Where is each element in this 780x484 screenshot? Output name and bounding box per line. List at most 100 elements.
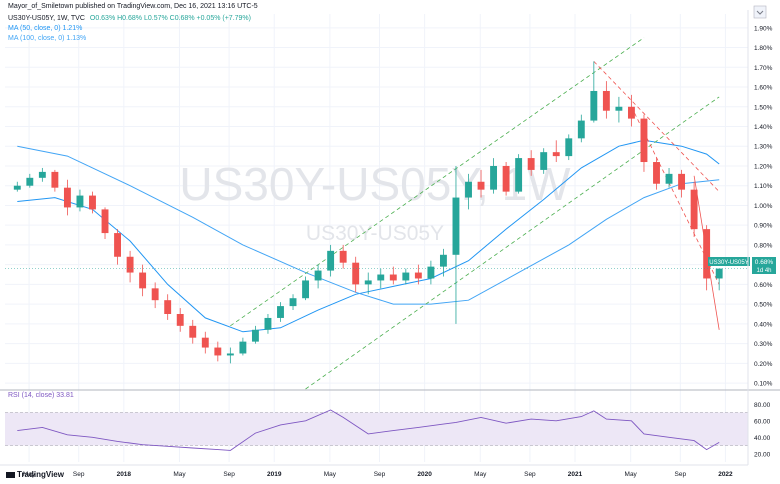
candle-body xyxy=(239,341,247,354)
candle-body xyxy=(189,325,197,338)
price-axis: 1.90% 1.80% 1.70% 1.60% 1.50% 1.40% 1.30% 1.20%… xyxy=(754,25,773,387)
candle-body xyxy=(427,266,435,279)
tradingview-icon xyxy=(6,471,15,478)
symbol-watermark-small: US30Y-US05Y xyxy=(306,222,444,245)
candle-body xyxy=(13,185,21,190)
price-tag: US30Y-US05Y 0.68% 1d 4h xyxy=(708,257,776,274)
price-tick-label: 1.50% xyxy=(754,104,773,111)
time-tick-label: May xyxy=(173,471,186,478)
tradingview-brand: TradingView xyxy=(17,470,64,479)
candle-body xyxy=(101,209,109,234)
rsi-band-fill xyxy=(5,412,748,446)
symbol-legend: US30Y-US05Y, 1W, TVC O0.63% H0.68% L0.57… xyxy=(8,15,251,22)
candle-body xyxy=(653,162,660,184)
price-tick-label: 1.10% xyxy=(754,183,773,190)
time-tick-label: May xyxy=(324,471,337,478)
candle-body xyxy=(226,353,234,356)
candle-body xyxy=(126,256,134,273)
time-tick-label: Sep xyxy=(524,471,536,478)
candle-body xyxy=(602,90,610,111)
rsi-tick-label: 80.00 xyxy=(754,402,771,409)
candle-body xyxy=(552,152,560,157)
candle-body xyxy=(38,171,46,178)
price-tick-label: 0.90% xyxy=(754,223,773,230)
candle-body xyxy=(176,314,184,326)
red-channel-upper xyxy=(593,61,720,192)
rsi-tick-label: 60.00 xyxy=(754,418,771,425)
candle-body xyxy=(703,229,711,279)
candle-body xyxy=(151,288,159,301)
candle-body xyxy=(264,317,272,330)
candle-body xyxy=(540,152,548,170)
time-tick-label: Sep xyxy=(675,471,687,478)
red-channel-lower xyxy=(631,106,720,285)
moving-averages xyxy=(17,139,720,333)
green-channel-upper xyxy=(230,37,645,327)
price-tag-value: 0.68% xyxy=(755,259,774,266)
candle-body xyxy=(201,337,209,348)
price-tick-label: 1.30% xyxy=(754,144,773,151)
ohlc-values: O0.63% H0.68% L0.57% C0.68% +0.05% (+7.7… xyxy=(89,15,251,22)
candle-body xyxy=(490,165,498,190)
rsi-band xyxy=(5,412,748,446)
settings-icon[interactable] xyxy=(753,5,767,19)
candle-body xyxy=(377,274,385,281)
tradingview-logo[interactable]: TradingView xyxy=(6,470,64,479)
price-tick-label: 0.50% xyxy=(754,302,773,309)
symbol-watermark: US30Y-US05Y, 1W xyxy=(179,158,571,210)
candle-body xyxy=(302,280,310,299)
candle-body xyxy=(327,250,335,271)
price-tick-label: 1.20% xyxy=(754,163,773,170)
candle-body xyxy=(678,173,686,190)
price-tag-countdown: 1d 4h xyxy=(756,268,771,274)
rsi-tick-label: 40.00 xyxy=(754,435,771,442)
candle-body xyxy=(439,254,447,267)
candle-body xyxy=(665,173,673,184)
time-tick-label: 2022 xyxy=(718,471,733,478)
time-tick-label: Sep xyxy=(374,471,386,478)
candle-body xyxy=(690,189,698,230)
candle-body xyxy=(452,197,460,255)
candle-body xyxy=(477,181,485,190)
candle-body xyxy=(214,347,222,356)
candle-body xyxy=(627,106,635,119)
candles xyxy=(5,61,748,364)
candle-body xyxy=(76,195,84,208)
price-tick-label: 1.90% xyxy=(754,25,773,32)
candle-body xyxy=(352,262,360,285)
ticker-label: US30Y-US05Y, 1W, TVC xyxy=(8,15,85,22)
time-tick-label: 2019 xyxy=(267,471,282,478)
candle-body xyxy=(590,90,598,121)
chart-grid xyxy=(5,14,748,462)
candle-body xyxy=(402,272,410,281)
candle-body xyxy=(314,270,322,281)
ma100-line xyxy=(17,145,720,305)
candle-body xyxy=(465,181,472,198)
price-tick-label: 1.40% xyxy=(754,124,773,131)
time-tick-label: 2021 xyxy=(568,471,583,478)
price-tick-label: 1.60% xyxy=(754,85,773,92)
candle-body xyxy=(289,298,297,307)
price-tick-label: 1.00% xyxy=(754,203,773,210)
time-tick-label: Sep xyxy=(223,471,235,478)
price-tick-label: 0.10% xyxy=(754,381,773,388)
candle-body xyxy=(339,250,347,263)
candle-body xyxy=(527,158,535,170)
candle-body xyxy=(715,268,723,279)
price-tick-label: 0.60% xyxy=(754,282,773,289)
candle-body xyxy=(164,300,172,314)
published-line: Mayor_of_Smiletown published on TradingV… xyxy=(8,3,258,10)
candle-body xyxy=(414,272,422,279)
candle-body xyxy=(502,165,510,192)
rsi-legend: RSI (14, close) 33.81 xyxy=(8,392,74,399)
price-tick-label: 0.80% xyxy=(754,242,773,249)
price-tick-label: 0.40% xyxy=(754,321,773,328)
time-tick-label: Sep xyxy=(73,471,85,478)
candle-body xyxy=(51,171,59,188)
price-tag-symbol: US30Y-US05Y xyxy=(709,260,748,266)
price-tick-label: 1.80% xyxy=(754,45,773,52)
candle-body xyxy=(26,177,34,186)
candle-body xyxy=(114,233,121,257)
rsi-line xyxy=(17,409,720,451)
